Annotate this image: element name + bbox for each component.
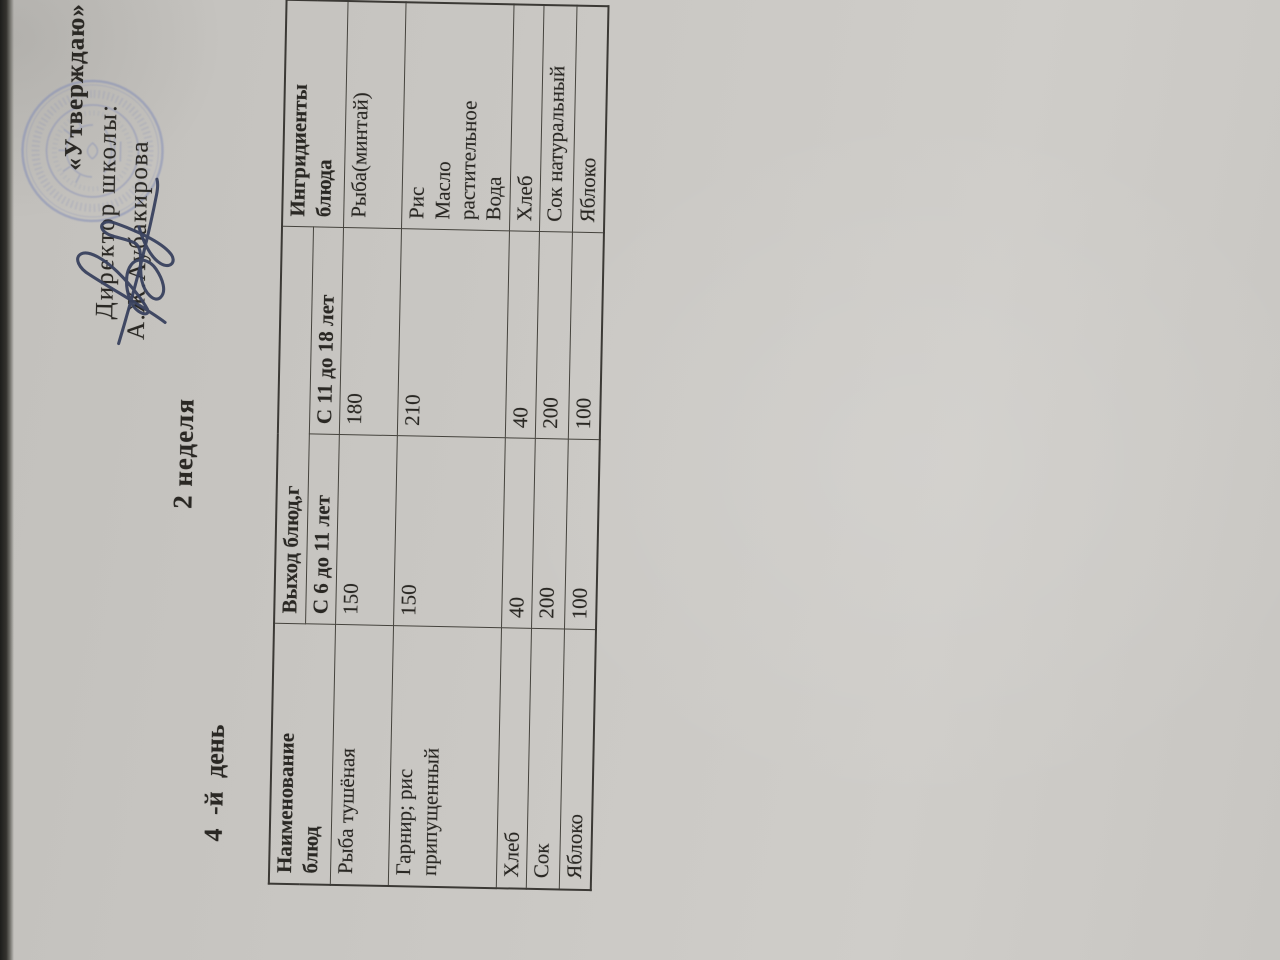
header-ingredients: Ингридиенты блюда — [282, 0, 349, 228]
portion-6-11-cell: 200 — [531, 438, 569, 630]
dish-name-cell: Гарнир; рис припущенный — [388, 626, 502, 889]
header-age-6-11: С 6 до 11 лет — [305, 434, 340, 625]
ingredients-cell: Сок натуральный — [539, 4, 578, 233]
week-title: 2 неделя — [167, 397, 200, 510]
header-age-11-18: С 11 до 18 лет — [308, 227, 344, 435]
school-seal-stamp-icon — [21, 79, 164, 223]
ingredients-cell: Рис Масло растительное Вода — [401, 2, 514, 232]
portion-6-11-cell: 150 — [335, 434, 398, 627]
header-dish-name: Наименование блюд — [268, 623, 336, 885]
ingredients-cell: Рыба(минтай) — [343, 1, 407, 230]
day-title: 4 -й день — [198, 724, 231, 842]
portion-11-18-cell: 210 — [397, 229, 510, 439]
portion-6-11-cell: 150 — [393, 436, 505, 629]
approval-quote: «Утверждаю» — [60, 2, 91, 171]
portion-6-11-cell: 40 — [501, 438, 536, 629]
portion-11-18-cell: 40 — [504, 231, 540, 439]
portion-11-18-cell: 100 — [568, 232, 604, 441]
dish-name-cell: Яблоко — [559, 629, 596, 891]
menu-row: Гарнир; рис припущенный 150 210 Рис Масл… — [388, 2, 514, 889]
portion-11-18-cell: 180 — [339, 227, 402, 437]
portion-11-18-cell: 200 — [535, 231, 573, 440]
director-signature-icon — [76, 177, 175, 346]
dish-name-cell: Рыба тушёная — [330, 624, 394, 887]
dish-name-cell: Сок — [526, 628, 565, 890]
menu-table: Наименование блюд Выход блюд,г Ингридиен… — [267, 0, 610, 892]
portion-6-11-cell: 100 — [564, 439, 600, 631]
ingredients-cell: Яблоко — [572, 5, 609, 234]
ingredients-cell: Хлеб — [509, 4, 545, 232]
scan-edge-shadow — [0, 0, 14, 960]
